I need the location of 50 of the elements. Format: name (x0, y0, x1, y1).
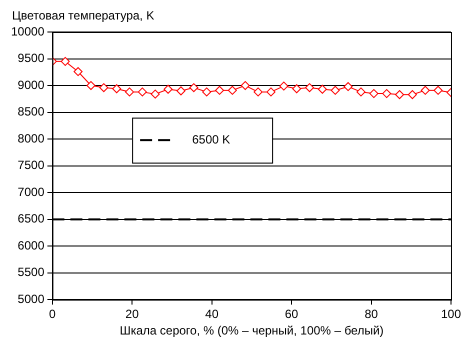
point (60, 56, 70, 66)
point (408, 90, 417, 100)
point (382, 89, 392, 98)
y-tick-label: 10000 (10, 24, 45, 38)
point (189, 83, 198, 92)
point (369, 89, 378, 98)
point (176, 86, 186, 96)
x-tick-label: 40 (205, 307, 219, 322)
point (344, 82, 353, 92)
point (150, 90, 160, 99)
point (228, 86, 237, 95)
point (434, 86, 443, 95)
point (330, 86, 340, 95)
x-tick-label: 60 (284, 307, 299, 322)
point (164, 84, 173, 94)
point (356, 87, 366, 96)
y-tick-label: 5500 (18, 265, 45, 280)
point (266, 87, 276, 96)
point (86, 81, 96, 90)
x-axis-title: Шкала серого, % (0% – черный, 100% – белый) (120, 323, 384, 338)
point (395, 90, 404, 100)
y-tick-label: 6000 (18, 238, 45, 252)
point (202, 87, 212, 96)
y-tick-label: 7000 (18, 184, 45, 199)
point (215, 86, 224, 95)
legend-label: 6500 K (192, 132, 230, 146)
point (292, 84, 302, 94)
point (279, 82, 288, 91)
point (138, 87, 147, 96)
point (420, 86, 430, 95)
x-tick-label: 100 (440, 307, 462, 322)
y-tick-label: 6500 (18, 212, 45, 226)
y-tick-label: 9500 (18, 51, 45, 66)
y-tick-label: 8000 (18, 131, 45, 146)
y-axis-title: Цветовая температура, K (12, 8, 154, 22)
point (74, 67, 83, 76)
point (125, 87, 134, 96)
x-tick-label: 80 (364, 307, 378, 322)
point (318, 84, 327, 94)
y-tick-label: 8500 (18, 104, 45, 119)
y-tick-label: 7500 (18, 158, 45, 172)
point (254, 87, 263, 96)
point (240, 81, 250, 90)
y-tick-label: 9000 (18, 78, 45, 92)
point (305, 83, 314, 92)
point (99, 83, 108, 92)
point (112, 84, 122, 94)
x-tick-label: 20 (125, 307, 140, 322)
x-tick-label: 0 (49, 307, 56, 322)
y-tick-label: 5000 (18, 292, 45, 306)
